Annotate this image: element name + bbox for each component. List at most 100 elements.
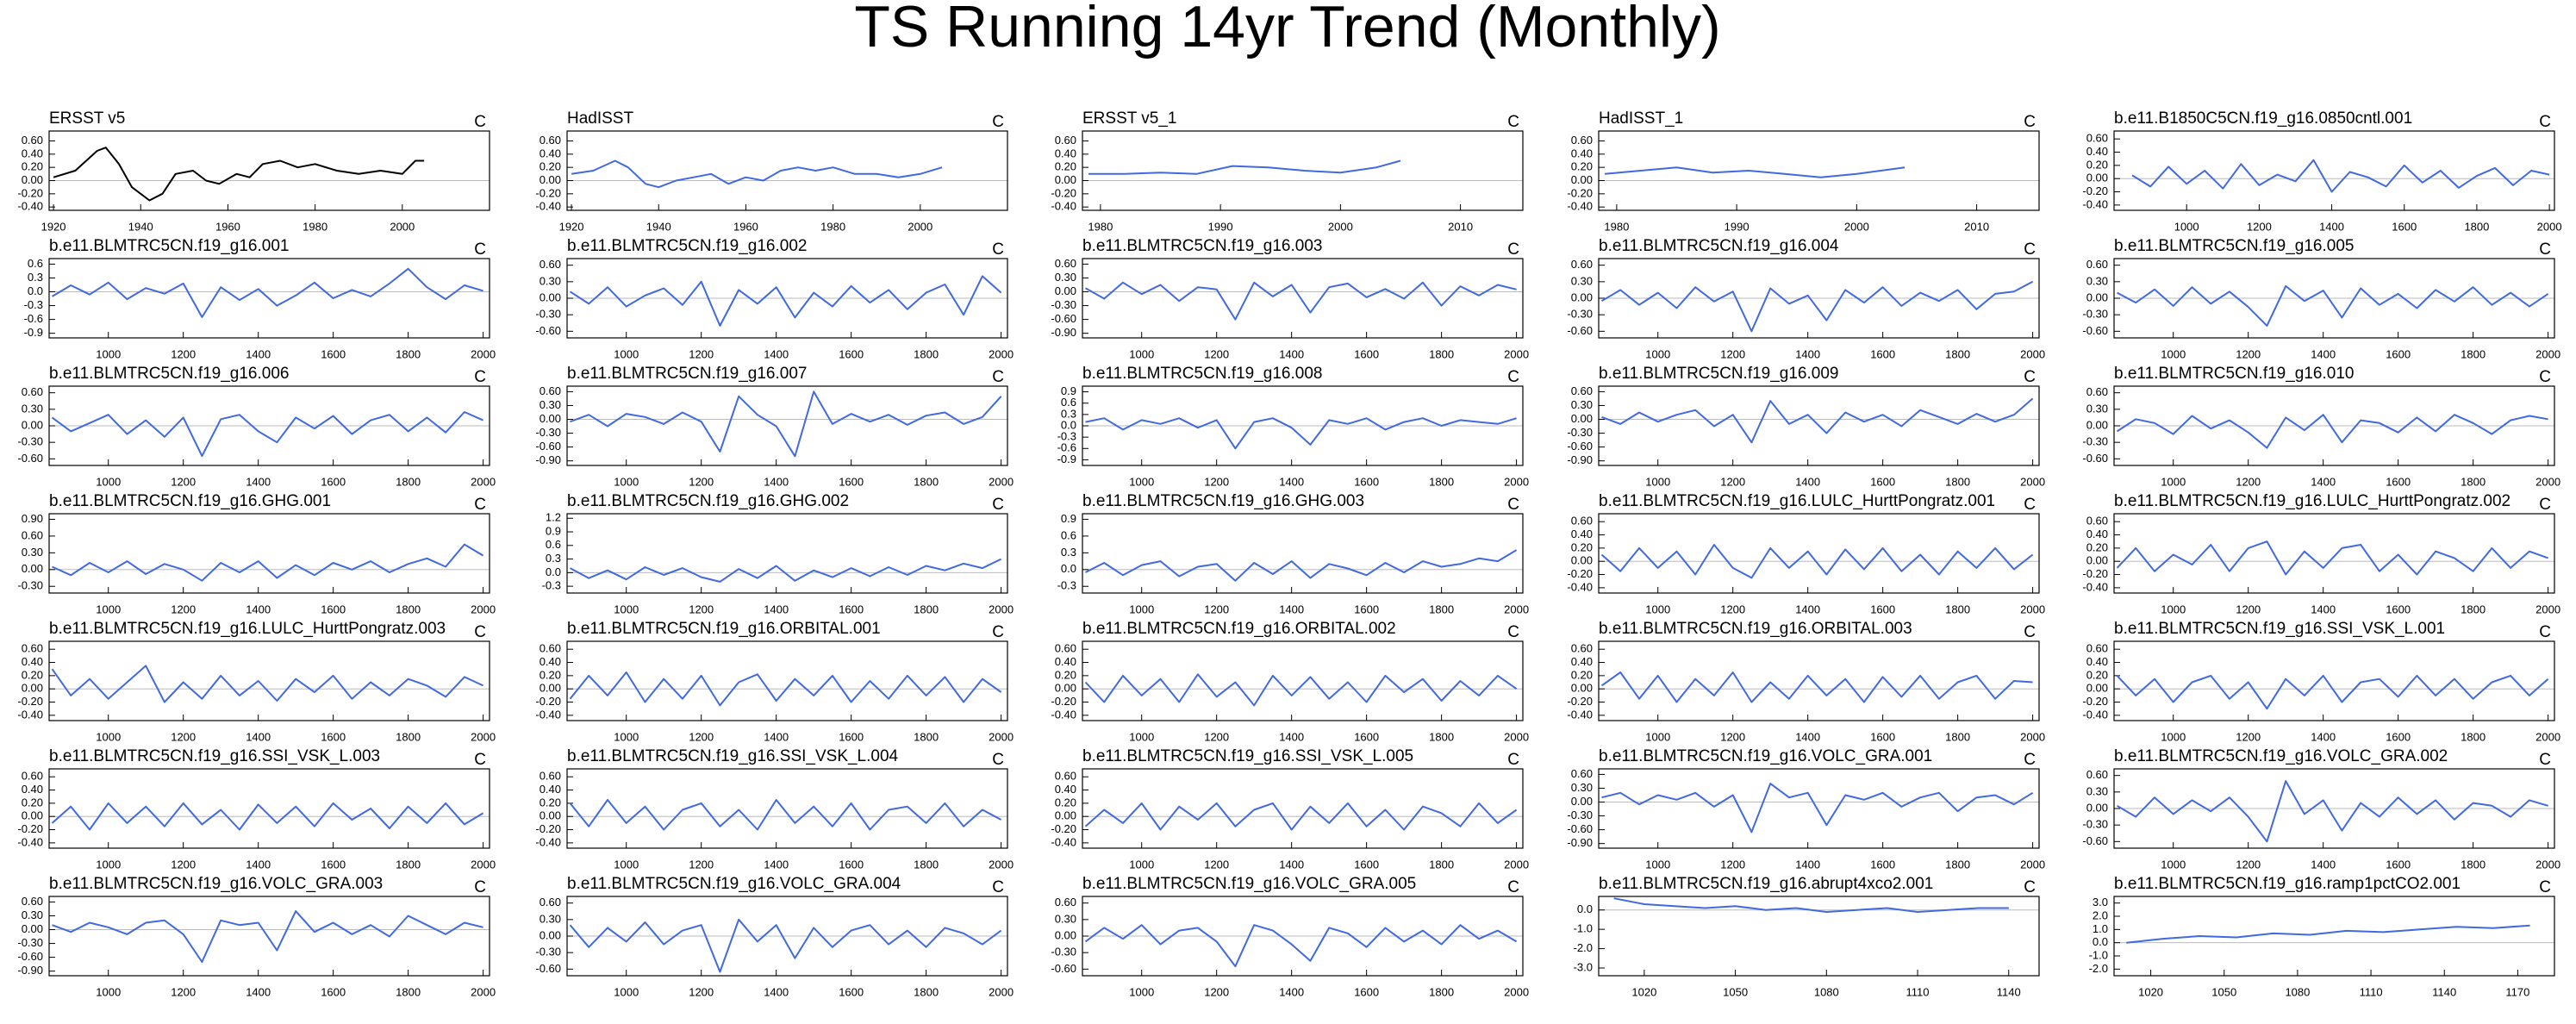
y-tick-label: 0.6	[1061, 528, 1076, 541]
x-tick-label: 1000	[2161, 730, 2186, 743]
y-tick-label: -0.20	[17, 822, 43, 835]
y-tick-label: 0.20	[22, 160, 43, 173]
plot-frame	[48, 130, 490, 211]
panel-title: b.e11.BLMTRC5CN.f19_g16.VOLC_GRA.002	[2114, 747, 2448, 765]
x-tick-label: 1990	[1208, 220, 1233, 233]
x-tick-label: 1940	[646, 220, 671, 233]
x-tick-label: 2010	[1448, 220, 1473, 233]
series-line	[1613, 897, 2009, 913]
panel-title: b.e11.BLMTRC5CN.f19_g16.001	[49, 237, 289, 255]
y-tick-label: -0.30	[17, 579, 43, 592]
y-tick-label: 0.6	[28, 257, 43, 270]
y-tick-label: 0.20	[1055, 668, 1076, 681]
plot-frame	[48, 513, 490, 594]
y-tick-label: 0.60	[22, 134, 43, 147]
panel-title: b.e11.BLMTRC5CN.f19_g16.SSI_VSK_L.003	[49, 747, 380, 765]
y-tick-label: 0.40	[540, 147, 561, 159]
x-tick-label: 2000	[1504, 475, 1529, 488]
x-tick-label: 2000	[2020, 603, 2045, 615]
x-tick-label: 2000	[2535, 603, 2560, 615]
y-tick-label: 0.60	[1055, 642, 1076, 655]
y-tick-label: 0.40	[22, 783, 43, 796]
panel-title: b.e11.BLMTRC5CN.f19_g16.GHG.001	[49, 492, 331, 510]
x-tick-label: 1400	[2311, 475, 2336, 488]
plot-frame	[1082, 385, 1524, 466]
y-tick-label: 1.2	[546, 511, 561, 524]
x-tick-label: 2000	[2535, 475, 2560, 488]
y-tick-label: -0.3	[542, 579, 561, 592]
y-tick-label: -0.60	[535, 962, 561, 975]
x-tick-label: 1400	[246, 730, 271, 743]
y-tick-label: 0.00	[1571, 290, 1593, 303]
x-tick-label: 1020	[2138, 985, 2163, 998]
units-label: C	[2539, 623, 2551, 641]
y-tick-label: -0.20	[1567, 695, 1593, 708]
y-tick-label: 0.60	[22, 385, 43, 398]
x-tick-label: 1400	[246, 603, 271, 615]
plot-frame	[566, 896, 1008, 977]
y-tick-label: 0.30	[540, 274, 561, 287]
plot-frame	[566, 130, 1008, 211]
y-tick-label: 3.0	[2093, 896, 2108, 908]
panel-title: b.e11.BLMTRC5CN.f19_g16.ORBITAL.002	[1082, 620, 1396, 638]
x-tick-label: 1800	[914, 858, 939, 871]
x-tick-label: 1000	[96, 347, 121, 360]
y-tick-label: 0.60	[540, 770, 561, 783]
y-tick-label: -0.30	[1051, 298, 1076, 311]
series-line	[1601, 783, 2034, 834]
y-tick-label: -3.0	[1574, 960, 1593, 973]
x-tick-label: 1800	[2461, 347, 2486, 360]
x-tick-label: 1200	[2247, 220, 2272, 233]
y-tick-label: -0.90	[1567, 836, 1593, 849]
x-tick-label: 1000	[614, 475, 639, 488]
x-tick-label: 1800	[1945, 347, 1970, 360]
y-tick-label: 0.60	[540, 258, 561, 271]
y-tick-label: 0.40	[1055, 783, 1076, 796]
x-tick-label: 1600	[839, 475, 864, 488]
y-tick-label: 0.60	[1055, 134, 1076, 147]
y-tick-label: 0.30	[22, 908, 43, 921]
x-tick-label: 1020	[1631, 985, 1656, 998]
x-tick-label: 1920	[41, 220, 66, 233]
y-tick-label: 0.00	[1055, 173, 1076, 186]
panel-title: b.e11.BLMTRC5CN.f19_g16.ramp1pctCO2.001	[2114, 875, 2461, 893]
y-tick-label: 0.60	[540, 384, 561, 397]
y-tick-label: 0.40	[540, 655, 561, 668]
y-tick-label: -0.40	[17, 708, 43, 721]
x-tick-label: 1000	[1129, 603, 1154, 615]
x-tick-label: 2000	[989, 858, 1014, 871]
y-tick-label: 0.60	[1055, 770, 1076, 783]
units-label: C	[2539, 240, 2551, 259]
x-tick-label: 2000	[2535, 347, 2560, 360]
y-tick-label: 0.6	[546, 538, 561, 551]
x-tick-label: 2000	[908, 220, 932, 233]
x-tick-label: 2000	[989, 347, 1014, 360]
x-tick-label: 1200	[689, 603, 714, 615]
x-tick-label: 1920	[559, 220, 584, 233]
y-tick-label: 0.00	[22, 922, 43, 935]
y-tick-label: 0.20	[22, 796, 43, 809]
x-tick-label: 2000	[471, 858, 496, 871]
x-tick-label: 1800	[1945, 603, 1970, 615]
y-tick-label: 2.0	[2093, 908, 2108, 921]
x-tick-label: 1600	[1354, 347, 1379, 360]
x-tick-label: 1400	[764, 858, 789, 871]
y-tick-label: 0.00	[22, 173, 43, 186]
panel-title: b.e11.BLMTRC5CN.f19_g16.009	[1599, 365, 1838, 383]
x-tick-label: 2000	[2020, 730, 2045, 743]
x-tick-label: 1980	[1604, 220, 1629, 233]
y-tick-label: 0.60	[2086, 132, 2108, 145]
x-tick-label: 1600	[2392, 220, 2417, 233]
series-line	[1088, 159, 1401, 175]
panel-title: b.e11.BLMTRC5CN.f19_g16.VOLC_GRA.004	[567, 875, 901, 893]
y-tick-label: -0.3	[1057, 579, 1076, 592]
x-tick-label: 1980	[1088, 220, 1113, 233]
x-tick-label: 1400	[2319, 220, 2344, 233]
x-tick-label: 1800	[914, 475, 939, 488]
series-line	[1085, 549, 1518, 582]
x-tick-label: 2000	[2535, 858, 2560, 871]
x-tick-label: 1400	[1795, 858, 1820, 871]
units-label: C	[474, 623, 486, 641]
x-tick-label: 1400	[1795, 730, 1820, 743]
x-tick-label: 1400	[1279, 603, 1304, 615]
